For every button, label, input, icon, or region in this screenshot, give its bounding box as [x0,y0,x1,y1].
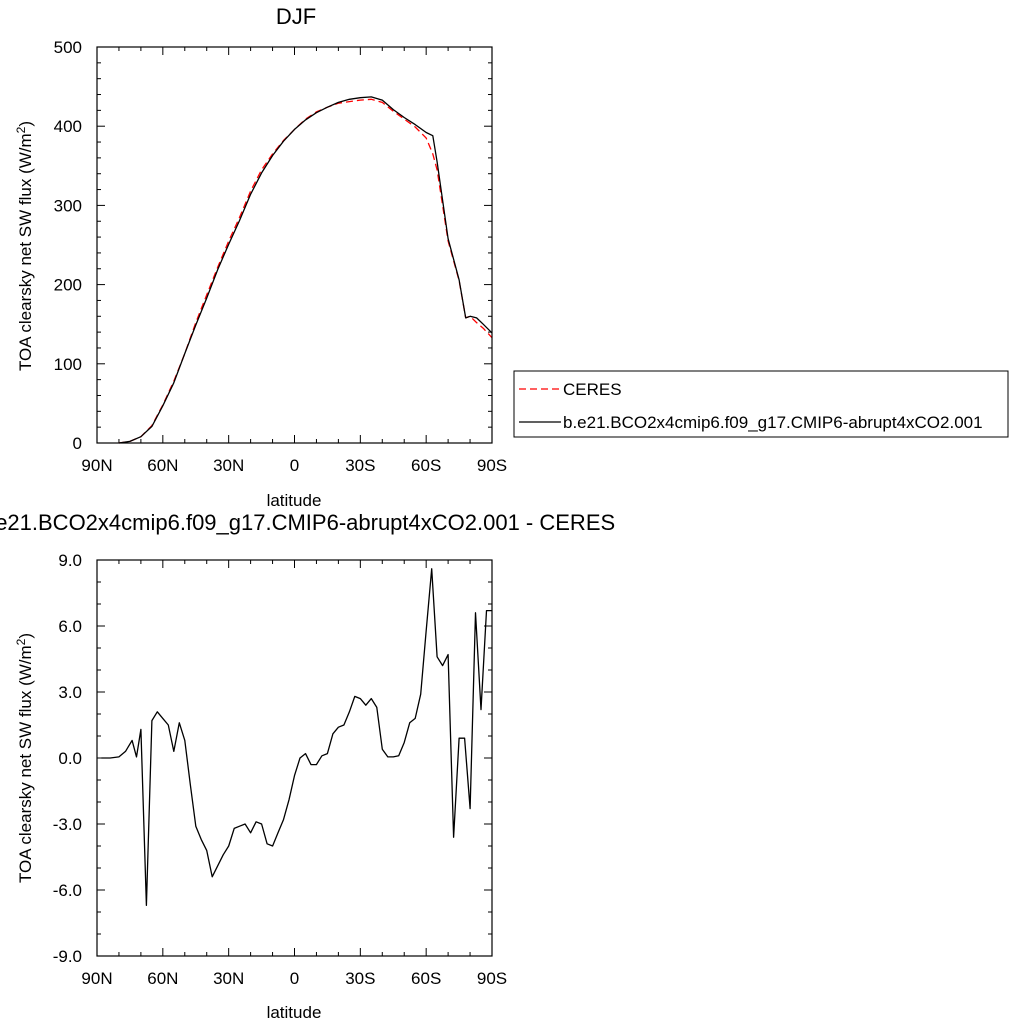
x-tick-label: 60S [411,969,441,988]
top-panel: DJF latitude TOA clearsky net SW flux (W… [14,4,1009,510]
x-tick-label: 90S [477,969,507,988]
legend-label-model: b.e21.BCO2x4cmip6.f09_g17.CMIP6-abrupt4x… [563,413,983,432]
x-tick-label: 90N [81,456,112,475]
bottom-panel-ticks: 90N 60N 30N 0 30S 60S 90S -9.0 -6.0 -3.0 0.0 3.0 6.0… [53,551,507,988]
bottom-panel-ylabel-close: ) [16,633,35,639]
y-tick-label: 300 [54,196,82,215]
bottom-panel-ylabel: TOA clearsky net SW flux (W/m2) [14,633,35,883]
legend-box [513,370,1009,438]
y-tick-label: 6.0 [58,617,82,636]
bottom-panel-frame [96,559,493,957]
bottom-panel-ylabel-main: TOA clearsky net SW flux (W/m [16,645,35,883]
bottom-panel: b.e21.BCO2x4cmip6.f09_g17.CMIP6-abrupt4x… [0,510,615,1022]
x-tick-label: 60N [147,969,178,988]
y-tick-label: -9.0 [53,947,82,966]
y-tick-label: 0.0 [58,749,82,768]
y-tick-label: 200 [54,276,82,295]
bottom-panel-xlabel: latitude [267,1003,322,1022]
bottom-panel-ylabel-superscript: 2 [14,638,28,645]
x-tick-label: 0 [290,969,299,988]
top-panel-ylabel: TOA clearsky net SW flux (W/m2) [14,121,35,371]
series-line-difference [101,568,492,907]
top-panel-ylabel-close: ) [16,121,35,127]
y-tick-label: -3.0 [53,815,82,834]
y-tick-label: 3.0 [58,683,82,702]
x-tick-label: 90N [81,969,112,988]
x-tick-label: 60N [147,456,178,475]
top-panel-ylabel-superscript: 2 [14,126,28,133]
bottom-panel-series [101,568,492,907]
x-tick-label: 30N [213,969,244,988]
y-tick-label: 400 [54,117,82,136]
top-panel-series [118,96,493,444]
top-panel-ticks: 90N 60N 30N 0 30S 60S 90S 0 100 200 300 400 500 [54,38,508,475]
y-tick-label: 0 [73,434,82,453]
series-line-ceres [118,98,493,444]
top-panel-ylabel-main: TOA clearsky net SW flux (W/m [16,133,35,371]
top-panel-title: DJF [276,4,316,29]
x-tick-label: 0 [290,456,299,475]
top-panel-xlabel: latitude [267,491,322,510]
x-tick-label: 30S [345,969,375,988]
top-panel-frame [96,46,493,444]
legend-label-ceres: CERES [563,380,622,399]
y-tick-label: 100 [54,355,82,374]
x-tick-label: 30S [345,456,375,475]
x-tick-label: 30N [213,456,244,475]
y-tick-label: 9.0 [58,551,82,570]
y-tick-label: -6.0 [53,881,82,900]
y-tick-label: 500 [54,38,82,57]
x-tick-label: 90S [477,456,507,475]
series-line-model [118,96,493,444]
legend: CERES b.e21.BCO2x4cmip6.f09_g17.CMIP6-ab… [513,370,1009,438]
bottom-panel-title: b.e21.BCO2x4cmip6.f09_g17.CMIP6-abrupt4x… [0,510,615,535]
x-tick-label: 60S [411,456,441,475]
